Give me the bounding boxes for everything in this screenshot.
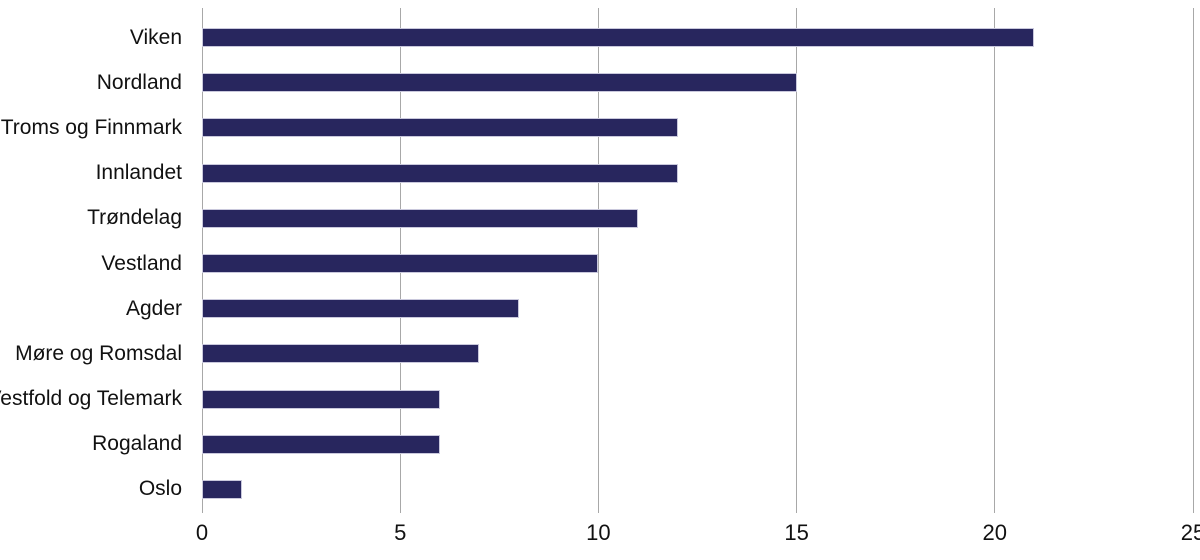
plot-area <box>201 8 1194 513</box>
category-label: Møre og Romsdal <box>15 341 182 365</box>
bar-row <box>202 196 1193 241</box>
bar-row <box>202 422 1193 467</box>
x-tick-label: 20 <box>982 520 1008 545</box>
x-tick-label: 15 <box>784 520 809 545</box>
bar-row <box>202 331 1193 376</box>
bar-row <box>202 105 1193 150</box>
gridline <box>994 8 996 513</box>
category-label: Rogaland <box>92 432 182 456</box>
x-tick-label: 10 <box>586 520 611 545</box>
bar-row <box>202 286 1193 331</box>
category-label: Nordland <box>96 70 182 94</box>
bar <box>202 299 520 319</box>
bar <box>202 389 440 409</box>
category-label: Trøndelag <box>87 206 182 230</box>
bar-rows <box>202 15 1193 512</box>
bar <box>202 163 678 183</box>
bar-row <box>202 467 1193 512</box>
category-labels: Viken Nordland Troms og Finnmark Innlandet T… <box>0 15 192 512</box>
category-label: Innlandet <box>95 161 182 185</box>
category-label: Vestfold og Telemark <box>0 387 182 411</box>
bar-row <box>202 151 1193 196</box>
bar <box>202 344 480 364</box>
gridline <box>1192 8 1194 513</box>
bar-row <box>202 15 1193 60</box>
x-tick-label: 0 <box>195 520 209 545</box>
gridline <box>796 8 798 513</box>
category-label: Vestland <box>101 251 182 275</box>
category-label: Viken <box>129 25 182 49</box>
bar <box>202 434 440 454</box>
bar-row <box>202 241 1193 286</box>
bar <box>202 28 1035 48</box>
x-tick-label: 25 <box>1180 520 1200 545</box>
category-label: Oslo <box>138 477 182 501</box>
bar <box>202 479 242 499</box>
bar-row <box>202 60 1193 105</box>
category-label: Agder <box>125 296 182 320</box>
bar <box>202 118 678 138</box>
category-label: Troms og Finnmark <box>0 115 182 139</box>
x-axis-tick-labels: 0 5 10 15 20 25 <box>196 520 1200 552</box>
gridline <box>597 8 599 513</box>
bar <box>202 73 797 93</box>
bar <box>202 254 599 274</box>
bar-row <box>202 377 1193 422</box>
x-tick-label: 5 <box>394 520 407 545</box>
bar <box>202 208 639 228</box>
